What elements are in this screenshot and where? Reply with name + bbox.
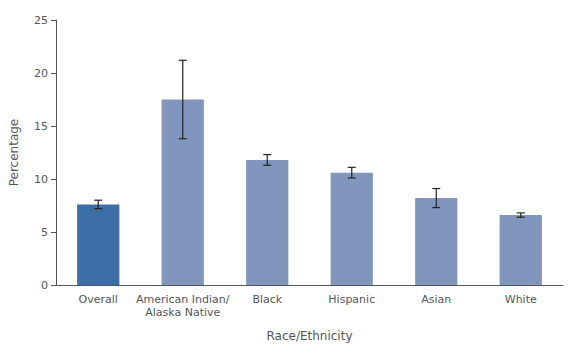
svg-text:American Indian/: American Indian/: [136, 293, 230, 306]
svg-text:5: 5: [41, 226, 48, 239]
svg-text:Black: Black: [252, 293, 282, 306]
svg-text:25: 25: [34, 14, 48, 27]
svg-text:White: White: [505, 293, 537, 306]
svg-text:Asian: Asian: [421, 293, 451, 306]
svg-text:Race/Ethnicity: Race/Ethnicity: [266, 329, 352, 343]
svg-text:20: 20: [34, 67, 48, 80]
svg-text:0: 0: [41, 279, 48, 292]
svg-text:Alaska Native: Alaska Native: [145, 306, 220, 319]
svg-text:Overall: Overall: [79, 293, 118, 306]
svg-text:Hispanic: Hispanic: [328, 293, 375, 306]
svg-text:10: 10: [34, 173, 48, 186]
svg-text:Percentage: Percentage: [7, 119, 21, 187]
svg-text:15: 15: [34, 120, 48, 133]
